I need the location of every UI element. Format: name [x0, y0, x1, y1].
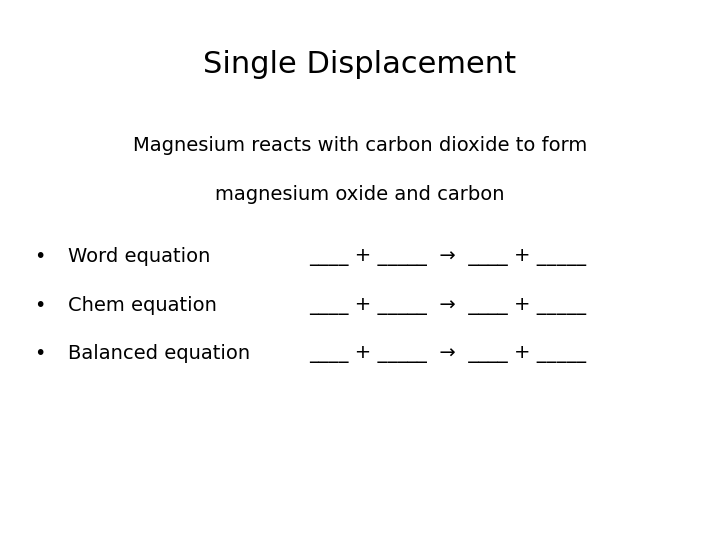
Text: Chem equation: Chem equation [68, 295, 217, 315]
Text: •: • [34, 247, 45, 266]
Text: Word equation: Word equation [68, 247, 211, 266]
Text: Magnesium reacts with carbon dioxide to form: Magnesium reacts with carbon dioxide to … [133, 136, 587, 156]
Text: Balanced equation: Balanced equation [68, 344, 251, 363]
Text: ____ + _____  →  ____ + _____: ____ + _____ → ____ + _____ [310, 247, 587, 266]
Text: •: • [34, 295, 45, 315]
Text: ____ + _____  →  ____ + _____: ____ + _____ → ____ + _____ [310, 344, 587, 363]
Text: magnesium oxide and carbon: magnesium oxide and carbon [215, 185, 505, 204]
Text: •: • [34, 344, 45, 363]
Text: Single Displacement: Single Displacement [204, 50, 516, 79]
Text: ____ + _____  →  ____ + _____: ____ + _____ → ____ + _____ [310, 295, 587, 315]
